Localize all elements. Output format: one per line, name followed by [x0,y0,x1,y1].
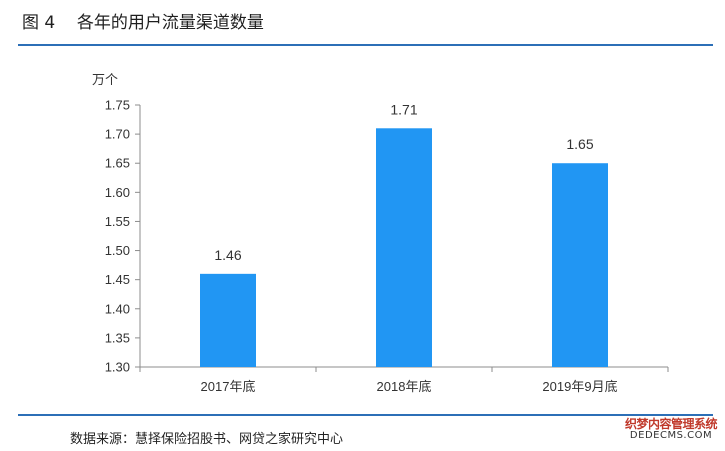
y-tick-label: 1.40 [105,301,130,316]
data-label: 1.46 [214,247,241,263]
y-tick-label: 1.60 [105,185,130,200]
y-tick-label: 1.35 [105,330,130,345]
y-tick-label: 1.50 [105,243,130,258]
bar [376,128,432,367]
y-tick-label: 1.65 [105,156,130,171]
y-axis-label: 万个 [92,72,118,87]
top-rule [18,44,713,46]
y-tick-label: 1.75 [105,98,130,113]
data-label: 1.71 [390,101,417,117]
y-tick-label: 1.45 [105,272,130,287]
data-label: 1.65 [566,136,593,152]
source-note: 数据来源：慧择保险招股书、网贷之家研究中心 [70,432,344,447]
bar [200,273,256,367]
x-tick-label: 2019年9月底 [542,379,617,394]
watermark-logo: 织梦内容管理系统 DEDECMS.COM [623,418,719,441]
x-tick-label: 2018年底 [377,379,432,394]
x-tick-label: 2017年底 [201,379,256,394]
y-tick-label: 1.55 [105,214,130,229]
figure-title: 图 4 各年的用户流量渠道数量 [22,13,264,33]
watermark-line-1: 织梦内容管理系统 [624,417,718,431]
y-tick-label: 1.30 [105,360,130,375]
y-tick-label: 1.70 [105,127,130,142]
bar [552,163,608,367]
bottom-rule [18,414,713,416]
watermark-line-2: DEDECMS.COM [629,429,713,441]
